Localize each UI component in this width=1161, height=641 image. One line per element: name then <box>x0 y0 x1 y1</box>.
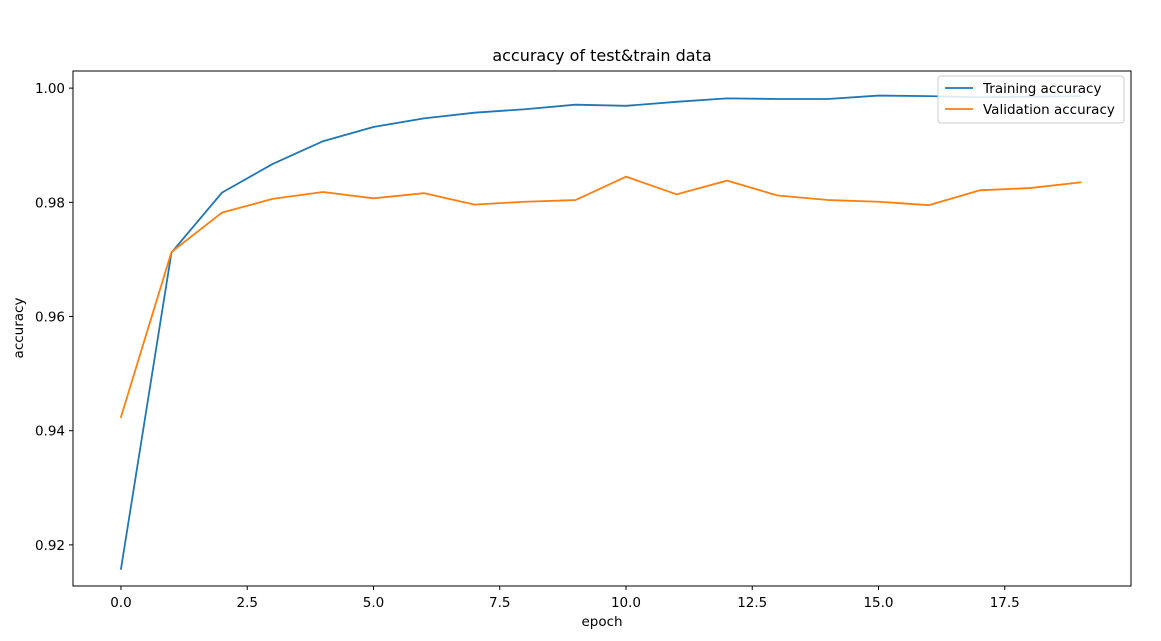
x-axis-ticks: 0.0 2.5 5.0 7.5 10.0 12.5 15.0 17.5 <box>110 586 1020 611</box>
series-layer <box>119 94 1082 570</box>
plot-area-frame <box>72 70 1132 587</box>
x-tick-label: 17.5 <box>990 595 1020 611</box>
x-tick-label: 15.0 <box>863 595 893 611</box>
x-axis-label: epoch <box>581 614 622 630</box>
y-tick-label: 0.98 <box>35 195 65 211</box>
legend-label-training: Training accuracy <box>982 81 1101 97</box>
y-tick-label: 0.96 <box>35 310 65 326</box>
x-tick-label: 0.0 <box>110 595 131 611</box>
y-axis-label: accuracy <box>11 298 27 359</box>
x-tick-label: 2.5 <box>236 595 257 611</box>
legend-box <box>937 75 1125 124</box>
y-tick-label: 1.00 <box>35 81 65 97</box>
x-tick-label: 10.0 <box>611 595 641 611</box>
x-tick-label: 5.0 <box>363 595 384 611</box>
y-axis-ticks: 0.92 0.94 0.96 0.98 1.00 <box>35 81 73 554</box>
y-tick-label: 0.94 <box>35 424 65 440</box>
series-line-validation <box>119 175 1082 419</box>
series-line-training <box>119 94 1082 570</box>
x-tick-label: 12.5 <box>737 595 767 611</box>
y-tick-label: 0.92 <box>35 538 65 554</box>
legend-label-validation: Validation accuracy <box>983 102 1115 118</box>
chart-title: accuracy of test&train data <box>492 46 711 65</box>
legend: Training accuracy Validation accuracy <box>937 75 1125 124</box>
x-tick-label: 7.5 <box>489 595 510 611</box>
